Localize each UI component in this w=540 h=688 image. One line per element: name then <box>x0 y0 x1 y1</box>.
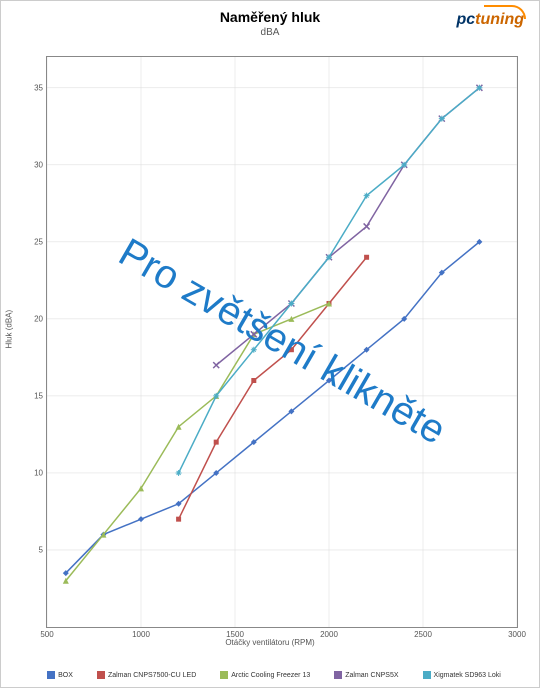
y-axis-label: Hluk (dBA) <box>5 310 14 349</box>
legend-item: Zalman CNPS5X <box>326 671 398 679</box>
chart-container[interactable]: pctuning Naměřený hluk dBA Hluk (dBA) Pr… <box>0 0 540 688</box>
y-tick: 35 <box>34 83 43 92</box>
plot-area: Pro zvětšení klikněte 500100015002000250… <box>46 56 518 628</box>
y-tick: 20 <box>34 314 43 323</box>
logo-arc-icon <box>484 5 526 19</box>
legend-item: Zalman CNPS7500-CU LED <box>89 671 196 679</box>
x-axis-label: Otáčky ventilátoru (RPM) <box>1 638 539 647</box>
legend-item: Arctic Cooling Freezer 13 <box>212 671 310 679</box>
legend-item: Xigmatek SD963 Loki <box>415 671 501 679</box>
y-tick: 5 <box>39 545 43 554</box>
y-tick: 15 <box>34 391 43 400</box>
y-tick: 25 <box>34 237 43 246</box>
legend-item: BOX <box>39 671 73 679</box>
chart-svg <box>47 57 517 627</box>
pctuning-logo: pctuning <box>456 11 524 29</box>
y-tick: 30 <box>34 160 43 169</box>
y-tick: 10 <box>34 468 43 477</box>
legend: BOX Zalman CNPS7500-CU LED Arctic Cooling … <box>1 671 539 679</box>
logo-pc: pc <box>456 11 475 28</box>
